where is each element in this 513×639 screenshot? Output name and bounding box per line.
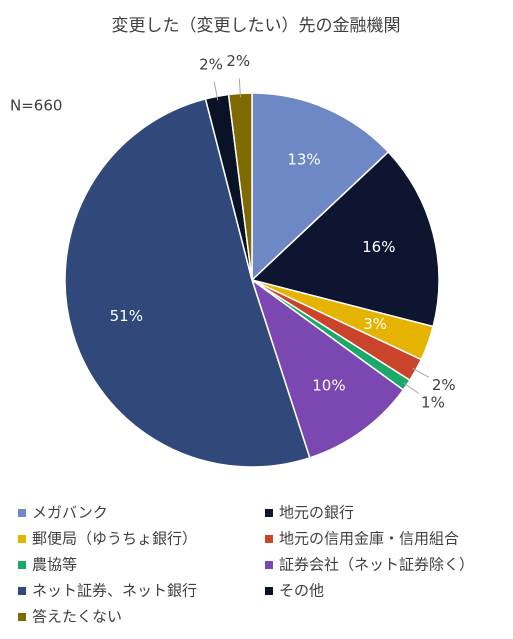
slice-label: 2% — [432, 376, 456, 394]
legend-label: その他 — [279, 582, 324, 600]
legend-swatch — [265, 587, 273, 595]
pie-slice — [64, 97, 311, 468]
slice-label: 2% — [199, 56, 223, 74]
leader-line — [412, 367, 430, 378]
slice-label: 51% — [110, 307, 143, 325]
slice-label: 3% — [363, 315, 387, 333]
legend-swatch — [265, 509, 273, 517]
legend-swatch — [18, 613, 26, 621]
legend-swatch — [18, 561, 26, 569]
slice-label: 13% — [287, 150, 320, 168]
leader-line — [403, 382, 420, 394]
leader-line — [238, 78, 241, 98]
legend-label: 地元の信用金庫・信用組合 — [279, 530, 459, 548]
slice-label: 2% — [226, 52, 250, 70]
legend-swatch — [265, 561, 273, 569]
legend-swatch — [18, 535, 26, 543]
pie-slice — [250, 278, 405, 459]
pie-slice — [251, 92, 390, 282]
legend-label: ネット証券、ネット銀行 — [32, 582, 197, 600]
legend-label: 答えたくない — [32, 608, 122, 626]
slice-label: 10% — [312, 376, 345, 394]
legend-swatch — [18, 587, 26, 595]
leader-line — [213, 81, 219, 101]
chart-title: 変更した（変更したい）先の金融機関 — [112, 16, 401, 36]
legend-label: 証券会社（ネット証券除く） — [279, 556, 474, 574]
slice-label: 1% — [421, 393, 445, 411]
legend-label: 地元の銀行 — [279, 504, 354, 522]
slice-label: 16% — [362, 238, 395, 256]
legend-swatch — [265, 535, 273, 543]
sample-size: N=660 — [10, 97, 62, 115]
legend-swatch — [18, 509, 26, 517]
legend-label: 農協等 — [32, 556, 77, 574]
legend-label: メガバンク — [32, 504, 108, 522]
legend-label: 郵便局（ゆうちょ銀行） — [32, 530, 197, 548]
pie-slice — [250, 150, 440, 328]
